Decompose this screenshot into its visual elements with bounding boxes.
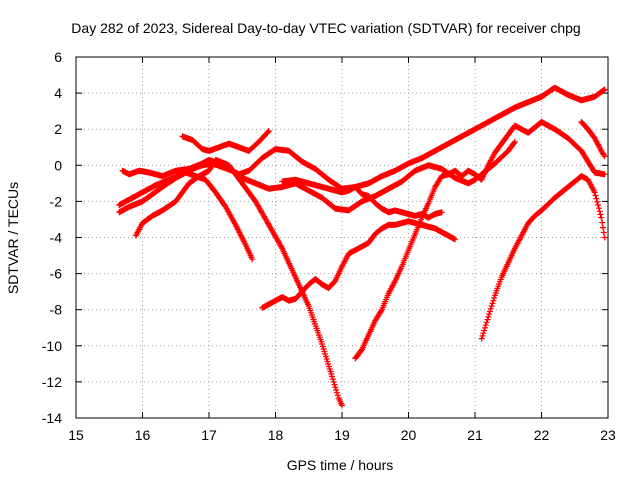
y-tick-label: -12 — [42, 374, 62, 390]
y-tick-labels: -14 -12 -10 -8 -6 -4 -2 0 2 4 6 — [42, 49, 62, 426]
x-tick-label: 15 — [68, 427, 84, 443]
plus-markers — [352, 119, 608, 362]
series-track-g — [352, 119, 608, 362]
y-tick-label: -14 — [42, 410, 62, 426]
x-tick-label: 18 — [268, 427, 284, 443]
y-tick-label: 6 — [54, 49, 62, 65]
plus-markers — [259, 218, 458, 311]
x-tick-label: 19 — [334, 427, 350, 443]
axis-ticks — [75, 56, 609, 419]
plus-markers — [578, 119, 608, 160]
y-tick-label: -8 — [50, 302, 63, 318]
plus-markers — [132, 156, 345, 409]
series-track-h — [478, 173, 608, 342]
x-tick-label: 17 — [201, 427, 217, 443]
x-axis-label: GPS time / hours — [287, 457, 394, 473]
y-tick-label: -10 — [42, 338, 62, 354]
y-tick-label: -6 — [50, 266, 63, 282]
plus-markers — [478, 173, 608, 342]
series-track-e — [179, 128, 272, 154]
series-track-d — [132, 156, 345, 409]
x-tick-labels: 15 16 17 18 19 20 21 22 23 — [68, 427, 616, 443]
series-track-i — [578, 119, 608, 160]
plus-markers — [116, 138, 518, 214]
x-tick-label: 21 — [467, 427, 483, 443]
x-tick-label: 23 — [600, 427, 616, 443]
x-tick-label: 22 — [534, 427, 550, 443]
y-axis-label: SDTVAR / TECUs — [5, 182, 21, 294]
data-series — [116, 84, 608, 409]
plus-markers — [116, 169, 256, 263]
series-track-b — [116, 138, 518, 214]
y-tick-label: -4 — [50, 230, 63, 246]
y-tick-label: 0 — [54, 157, 62, 173]
x-tick-label: 20 — [401, 427, 417, 443]
grid — [76, 57, 608, 418]
series-track-f — [259, 218, 458, 311]
x-tick-label: 16 — [135, 427, 151, 443]
chart-title: Day 282 of 2023, Sidereal Day-to-day VTE… — [71, 20, 580, 36]
series-track-c — [116, 169, 256, 263]
plus-markers — [279, 176, 445, 221]
y-tick-label: -2 — [50, 193, 63, 209]
series-track-j — [279, 176, 445, 221]
plus-markers — [179, 128, 272, 154]
y-tick-label: 4 — [54, 85, 62, 101]
y-tick-label: 2 — [54, 121, 62, 137]
